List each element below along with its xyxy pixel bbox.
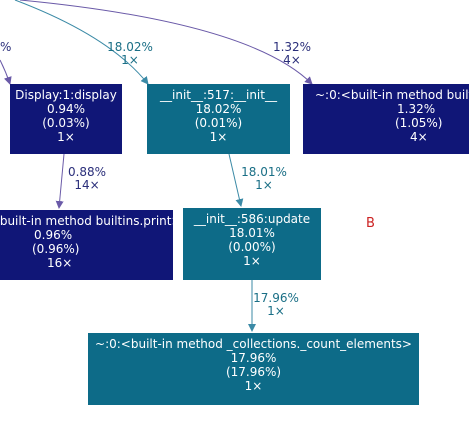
node-display[interactable]: Display:1:display 0.94% (0.03%) 1× — [10, 84, 122, 154]
edge-to-display — [0, 59, 12, 85]
edge-label-print: 0.88% 14× — [65, 166, 109, 192]
edge-label-builtins: 1.32% 4× — [270, 41, 314, 67]
node-title: ~:0:<built-in method builtins.print> — [0, 214, 173, 228]
node-self-pct: (0.03%) — [42, 116, 90, 130]
node-calls: 1× — [209, 130, 228, 144]
node-title: ~:0:<built-in method _collections._count… — [95, 337, 412, 351]
node-count-elements[interactable]: ~:0:<built-in method _collections._count… — [88, 333, 419, 405]
node-init517[interactable]: __init__:517:__init__ 18.02% (0.01%) 1× — [147, 84, 290, 154]
edge-label-update: 18.01% 1× — [238, 166, 290, 192]
node-total-pct: 0.94% — [46, 102, 86, 116]
node-title: Display:1:display — [15, 88, 117, 102]
edge-to-init517 — [14, 0, 149, 85]
edge-label-pct: 1.32% — [272, 40, 312, 54]
node-self-pct: (17.96%) — [225, 365, 282, 379]
node-builtins-print[interactable]: ~:0:<built-in method builtins.print> 0.9… — [0, 210, 173, 280]
node-title: __init__:586:update — [193, 212, 311, 226]
node-title-text: ~:0:<built-in method builtins.print> — [0, 214, 173, 228]
edge-label-count: 4× — [283, 53, 301, 67]
node-total-pct: 0.96% — [34, 228, 73, 242]
node-total-pct: 18.01% — [229, 226, 275, 240]
edge-label-pct: % — [0, 40, 12, 54]
node-self-pct: (0.96%) — [32, 242, 80, 256]
node-total-pct: 18.02% — [195, 102, 242, 116]
node-calls: 1× — [57, 130, 75, 144]
node-calls: 1× — [244, 379, 263, 393]
node-update[interactable]: __init__:586:update 18.01% (0.00%) 1× — [183, 208, 321, 280]
edge-label-left-cut: % — [0, 41, 11, 54]
node-calls: 16× — [47, 256, 73, 270]
node-title: __init__:517:__init__ — [160, 88, 277, 102]
edge-label-pct: 18.02% — [107, 40, 153, 54]
edge-label-pct: 17.96% — [253, 291, 299, 305]
node-self-pct: (0.01%) — [194, 116, 243, 130]
node-calls: 1× — [243, 254, 261, 268]
edge-label-count: 14× — [74, 178, 100, 192]
edge-to-print — [55, 153, 65, 209]
edge-label-count: 1× — [121, 53, 139, 67]
edge-label-count: 1× — [267, 304, 285, 318]
annotation-marker: B — [366, 216, 375, 231]
edge-to-update — [228, 153, 244, 207]
node-self-pct: (1.05%) — [395, 116, 443, 130]
edge-label-init517: 18.02% 1× — [104, 41, 156, 67]
node-title: ~:0:<built-in method builtins. — [315, 88, 469, 102]
node-calls: 4× — [410, 130, 428, 144]
node-builtins-method[interactable]: ~:0:<built-in method builtins. 1.32% (1.… — [303, 84, 469, 154]
edge-label-pct: 18.01% — [241, 165, 287, 179]
node-total-pct: 1.32% — [397, 102, 436, 116]
edge-to-builtins — [19, 0, 313, 85]
edge-label-count: 17.96% 1× — [250, 292, 302, 318]
node-self-pct: (0.00%) — [228, 240, 276, 254]
node-total-pct: 17.96% — [230, 351, 277, 365]
edge-label-count: 1× — [255, 178, 273, 192]
edge-label-pct: 0.88% — [67, 165, 107, 179]
